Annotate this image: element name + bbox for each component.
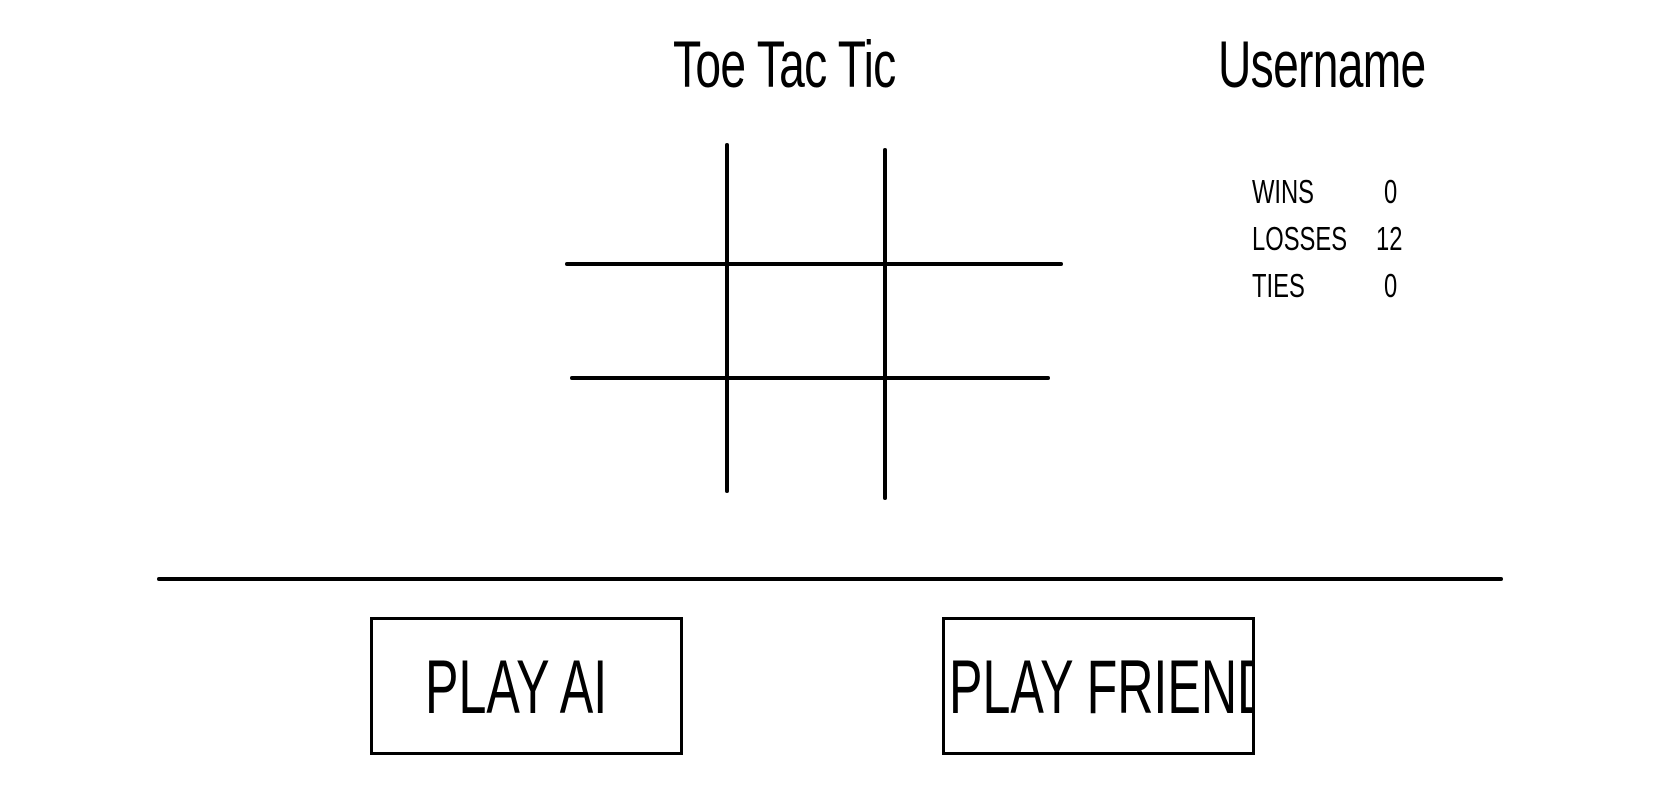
stat-label: TIES: [1252, 267, 1305, 304]
board-cell-2[interactable]: [729, 145, 883, 262]
stat-label: WINS: [1252, 173, 1315, 210]
game-title: Toe Tac Tic: [673, 27, 896, 101]
stat-value: 0: [1384, 173, 1398, 210]
board-cell-4[interactable]: [567, 266, 725, 376]
board-cell-8[interactable]: [729, 380, 883, 495]
board-cell-9[interactable]: [887, 380, 1061, 495]
stat-value: 12: [1376, 220, 1403, 257]
play-ai-label: PLAY AI: [425, 645, 608, 730]
play-ai-button[interactable]: PLAY AI: [370, 617, 683, 755]
play-friend-label: PLAY FRIEND: [949, 645, 1255, 730]
stat-row-ties: TIES 0: [1252, 266, 1422, 306]
username: Username: [1218, 27, 1426, 101]
stat-row-losses: LOSSES 12: [1252, 219, 1422, 259]
stat-row-wins: WINS 0: [1252, 172, 1422, 212]
board-cell-3[interactable]: [887, 145, 1061, 262]
stat-value: 0: [1384, 267, 1398, 304]
divider: [157, 577, 1503, 581]
board-cell-1[interactable]: [567, 145, 725, 262]
play-friend-button[interactable]: PLAY FRIEND: [942, 617, 1255, 755]
stat-label: LOSSES: [1252, 220, 1348, 257]
board-cell-7[interactable]: [567, 380, 725, 495]
board-cell-5[interactable]: [729, 266, 883, 376]
board-cell-6[interactable]: [887, 266, 1061, 376]
